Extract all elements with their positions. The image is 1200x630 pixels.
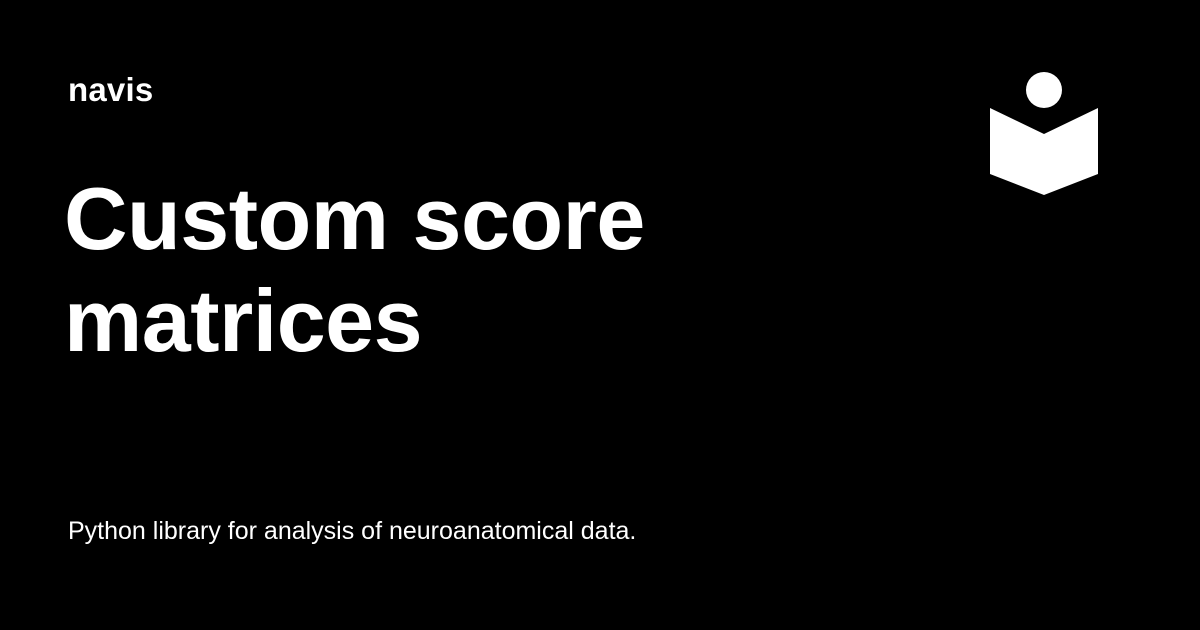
reader-book-icon xyxy=(988,70,1100,198)
page-title: Custom score matrices xyxy=(64,169,645,370)
page-description: Python library for analysis of neuroanat… xyxy=(68,517,637,545)
site-name: navis xyxy=(68,71,154,108)
